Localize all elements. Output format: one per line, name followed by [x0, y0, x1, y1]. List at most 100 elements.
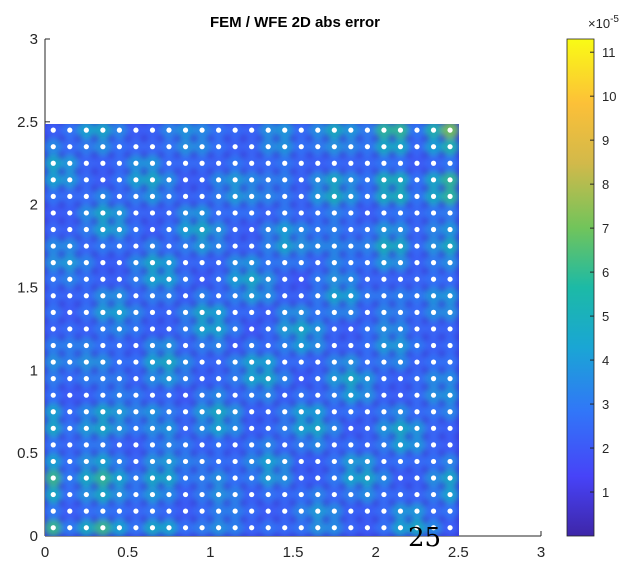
node-point	[447, 458, 453, 465]
node-point	[166, 160, 172, 166]
node-point	[249, 425, 255, 431]
node-point	[216, 160, 222, 166]
node-point	[166, 442, 172, 448]
node-point	[83, 160, 89, 166]
node-point	[166, 309, 172, 315]
node-point	[83, 376, 89, 382]
node-point	[331, 243, 337, 249]
node-point	[133, 491, 139, 498]
node-point	[232, 293, 238, 299]
node-point	[447, 210, 453, 216]
node-point	[232, 144, 238, 150]
node-point	[348, 144, 354, 150]
node-point	[83, 525, 89, 531]
node-point	[348, 226, 354, 233]
node-point	[83, 243, 89, 249]
node-point	[331, 160, 337, 166]
node-point	[414, 491, 420, 498]
x-tick-label: 1.5	[283, 544, 304, 561]
heatmap-area	[45, 124, 459, 536]
node-point	[331, 226, 337, 233]
colorbar-tick-label: 2	[602, 441, 609, 456]
node-point	[116, 442, 122, 448]
node-point	[67, 226, 73, 233]
node-point	[182, 326, 189, 332]
node-point	[50, 127, 56, 133]
node-point	[282, 144, 288, 150]
node-point	[116, 508, 122, 514]
node-point	[116, 409, 122, 415]
node-point	[397, 342, 404, 349]
node-point	[67, 409, 73, 415]
node-point	[100, 160, 106, 166]
node-point	[298, 326, 304, 332]
node-point	[100, 392, 106, 398]
node-point	[116, 491, 122, 498]
node-point	[216, 458, 222, 465]
node-point	[116, 392, 122, 398]
node-point	[447, 193, 453, 199]
node-point	[364, 127, 370, 133]
node-point	[447, 392, 453, 398]
node-point	[149, 392, 156, 398]
node-point	[50, 458, 56, 465]
x-tick-label: 2	[371, 544, 379, 561]
node-point	[216, 144, 222, 150]
node-point	[149, 226, 156, 233]
node-point	[249, 309, 255, 315]
node-point	[348, 210, 354, 216]
node-point	[331, 276, 337, 282]
node-point	[381, 376, 387, 382]
node-point	[133, 475, 139, 481]
node-point	[348, 127, 354, 133]
node-point	[414, 525, 420, 531]
node-point	[166, 359, 172, 365]
node-point	[149, 260, 156, 266]
node-point	[149, 276, 156, 282]
node-point	[100, 425, 106, 431]
node-point	[232, 226, 238, 233]
node-point	[216, 392, 222, 398]
node-point	[364, 309, 370, 315]
node-point	[133, 177, 139, 183]
node-point	[265, 425, 271, 431]
node-point	[182, 309, 189, 315]
node-point	[116, 210, 122, 216]
node-point	[67, 177, 73, 183]
node-point	[381, 293, 387, 299]
node-point	[232, 127, 238, 133]
node-point	[133, 260, 139, 266]
node-point	[381, 144, 387, 150]
node-point	[50, 177, 56, 183]
node-point	[265, 309, 271, 315]
node-point	[381, 177, 387, 183]
node-point	[298, 491, 304, 498]
node-point	[348, 309, 354, 315]
node-point	[265, 210, 271, 216]
node-point	[216, 326, 222, 332]
y-tick-label: 2.5	[17, 114, 38, 131]
node-point	[298, 160, 304, 166]
node-point	[116, 127, 122, 133]
node-point	[116, 193, 122, 199]
node-point	[430, 243, 437, 249]
node-point	[315, 243, 321, 249]
node-point	[100, 260, 106, 266]
node-point	[315, 276, 321, 282]
node-point	[414, 458, 420, 465]
node-point	[199, 525, 205, 531]
y-tick-label: 0.5	[17, 445, 38, 462]
node-point	[381, 193, 387, 199]
node-point	[430, 326, 437, 332]
node-point	[149, 243, 156, 249]
colorbar-tick-label: 4	[602, 353, 609, 368]
node-point	[50, 276, 56, 282]
node-point	[397, 491, 404, 498]
node-point	[298, 525, 304, 531]
node-point	[232, 458, 238, 465]
node-point	[298, 193, 304, 199]
node-point	[249, 243, 255, 249]
node-point	[298, 442, 304, 448]
node-point	[166, 260, 172, 266]
node-point	[216, 525, 222, 531]
